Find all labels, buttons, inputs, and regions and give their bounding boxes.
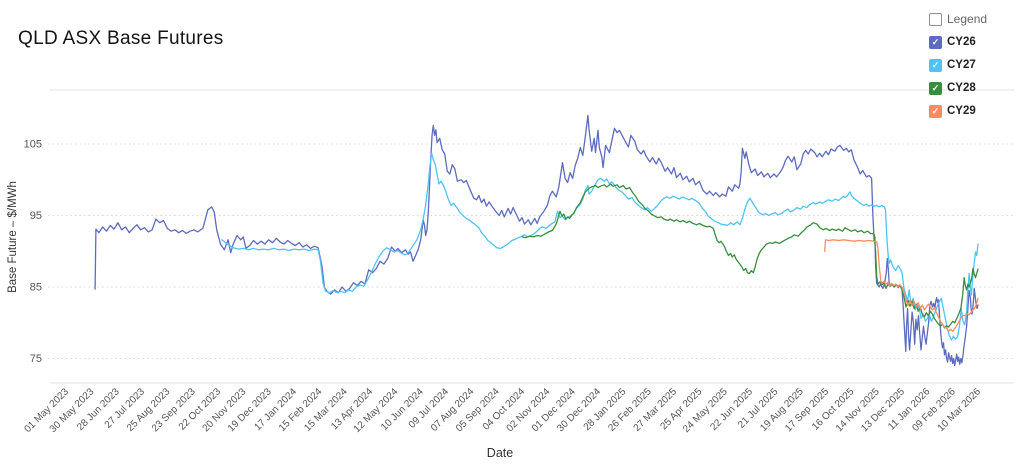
y-tick-label: 75 <box>30 353 42 365</box>
series-lines <box>94 114 979 367</box>
y-tick-label: 95 <box>30 210 42 222</box>
legend-item-label: CY29 <box>947 105 976 117</box>
y-tick-label: 85 <box>30 282 42 294</box>
legend-item-cy29: ✓ CY29 <box>929 104 987 118</box>
legend-item-label: CY26 <box>947 36 976 48</box>
legend-checkbox-cy28[interactable]: ✓ <box>929 81 942 95</box>
legend-toggle-all-checkbox[interactable] <box>929 12 942 26</box>
legend-checkbox-cy29[interactable]: ✓ <box>929 104 942 118</box>
legend-item-cy28: ✓ CY28 <box>929 81 987 95</box>
y-tick-label: 105 <box>24 139 42 151</box>
legend-item-label: CY27 <box>947 59 976 71</box>
legend: Legend ✓ CY26 ✓ CY27 ✓ CY28 ✓ CY29 <box>929 12 987 127</box>
legend-item-cy26: ✓ CY26 <box>929 35 987 49</box>
check-icon: ✓ <box>931 82 940 93</box>
legend-header-row: Legend <box>929 12 987 26</box>
cy28-line <box>521 183 979 329</box>
cy27-line <box>221 152 979 341</box>
legend-checkbox-cy27[interactable]: ✓ <box>929 58 942 72</box>
check-icon: ✓ <box>931 105 940 116</box>
legend-checkbox-cy26[interactable]: ✓ <box>929 35 942 49</box>
legend-header-label: Legend <box>947 12 988 26</box>
gridlines <box>48 89 1014 384</box>
cy26-line <box>94 114 979 367</box>
x-axis-title: Date <box>487 446 513 460</box>
check-icon: ✓ <box>931 59 940 70</box>
check-icon: ✓ <box>931 36 940 47</box>
cy29-line <box>824 239 979 332</box>
chart-title: QLD ASX Base Futures <box>18 28 224 49</box>
y-axis-title: Base Future – $/MWh <box>7 181 19 293</box>
legend-items: ✓ CY26 ✓ CY27 ✓ CY28 ✓ CY29 <box>929 35 987 118</box>
legend-item-label: CY28 <box>947 82 976 94</box>
legend-item-cy27: ✓ CY27 <box>929 58 987 72</box>
